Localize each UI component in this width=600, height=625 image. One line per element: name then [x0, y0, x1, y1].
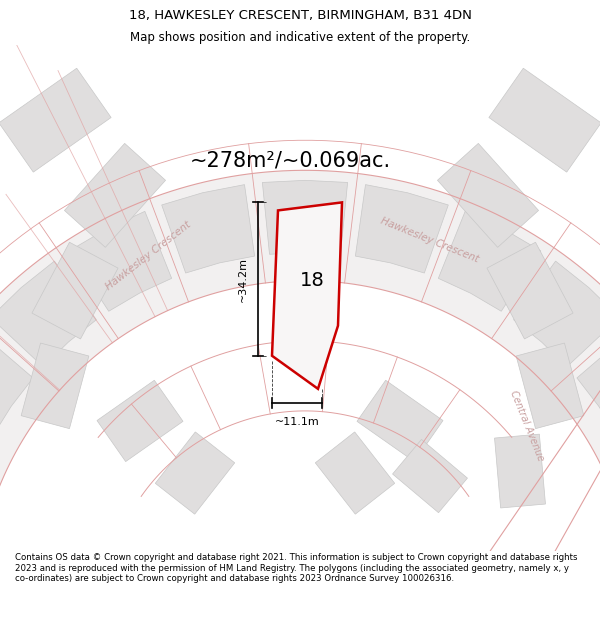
- Polygon shape: [357, 380, 443, 462]
- Text: 18, HAWKESLEY CRESCENT, BIRMINGHAM, B31 4DN: 18, HAWKESLEY CRESCENT, BIRMINGHAM, B31 …: [128, 9, 472, 22]
- Polygon shape: [487, 242, 573, 339]
- Polygon shape: [315, 432, 395, 514]
- Text: Hawkesley Crescent: Hawkesley Crescent: [104, 219, 193, 292]
- Text: ~11.1m: ~11.1m: [275, 417, 319, 427]
- Text: 18: 18: [299, 271, 325, 290]
- Polygon shape: [32, 242, 118, 339]
- Polygon shape: [69, 211, 172, 311]
- Polygon shape: [489, 68, 600, 172]
- Polygon shape: [262, 181, 347, 254]
- Polygon shape: [155, 432, 235, 514]
- Text: ~34.2m: ~34.2m: [238, 257, 248, 302]
- Polygon shape: [437, 143, 539, 248]
- Polygon shape: [64, 143, 166, 248]
- Text: Hawkesley Crescent: Hawkesley Crescent: [379, 216, 481, 265]
- Text: Central Avenue: Central Avenue: [508, 389, 546, 462]
- Text: Map shows position and indicative extent of the property.: Map shows position and indicative extent…: [130, 31, 470, 44]
- Polygon shape: [272, 202, 342, 389]
- Polygon shape: [0, 261, 97, 367]
- Polygon shape: [577, 331, 600, 436]
- Polygon shape: [0, 331, 33, 436]
- Text: ~278m²/~0.069ac.: ~278m²/~0.069ac.: [190, 150, 391, 170]
- Text: Contains OS data © Crown copyright and database right 2021. This information is : Contains OS data © Crown copyright and d…: [15, 554, 577, 583]
- Polygon shape: [355, 184, 448, 273]
- Polygon shape: [161, 184, 254, 273]
- Polygon shape: [516, 343, 584, 429]
- Polygon shape: [0, 171, 600, 488]
- Polygon shape: [21, 343, 89, 429]
- Polygon shape: [494, 434, 545, 508]
- Polygon shape: [0, 68, 111, 172]
- Polygon shape: [439, 211, 541, 311]
- Polygon shape: [514, 261, 600, 367]
- Polygon shape: [97, 380, 183, 462]
- Polygon shape: [392, 439, 467, 512]
